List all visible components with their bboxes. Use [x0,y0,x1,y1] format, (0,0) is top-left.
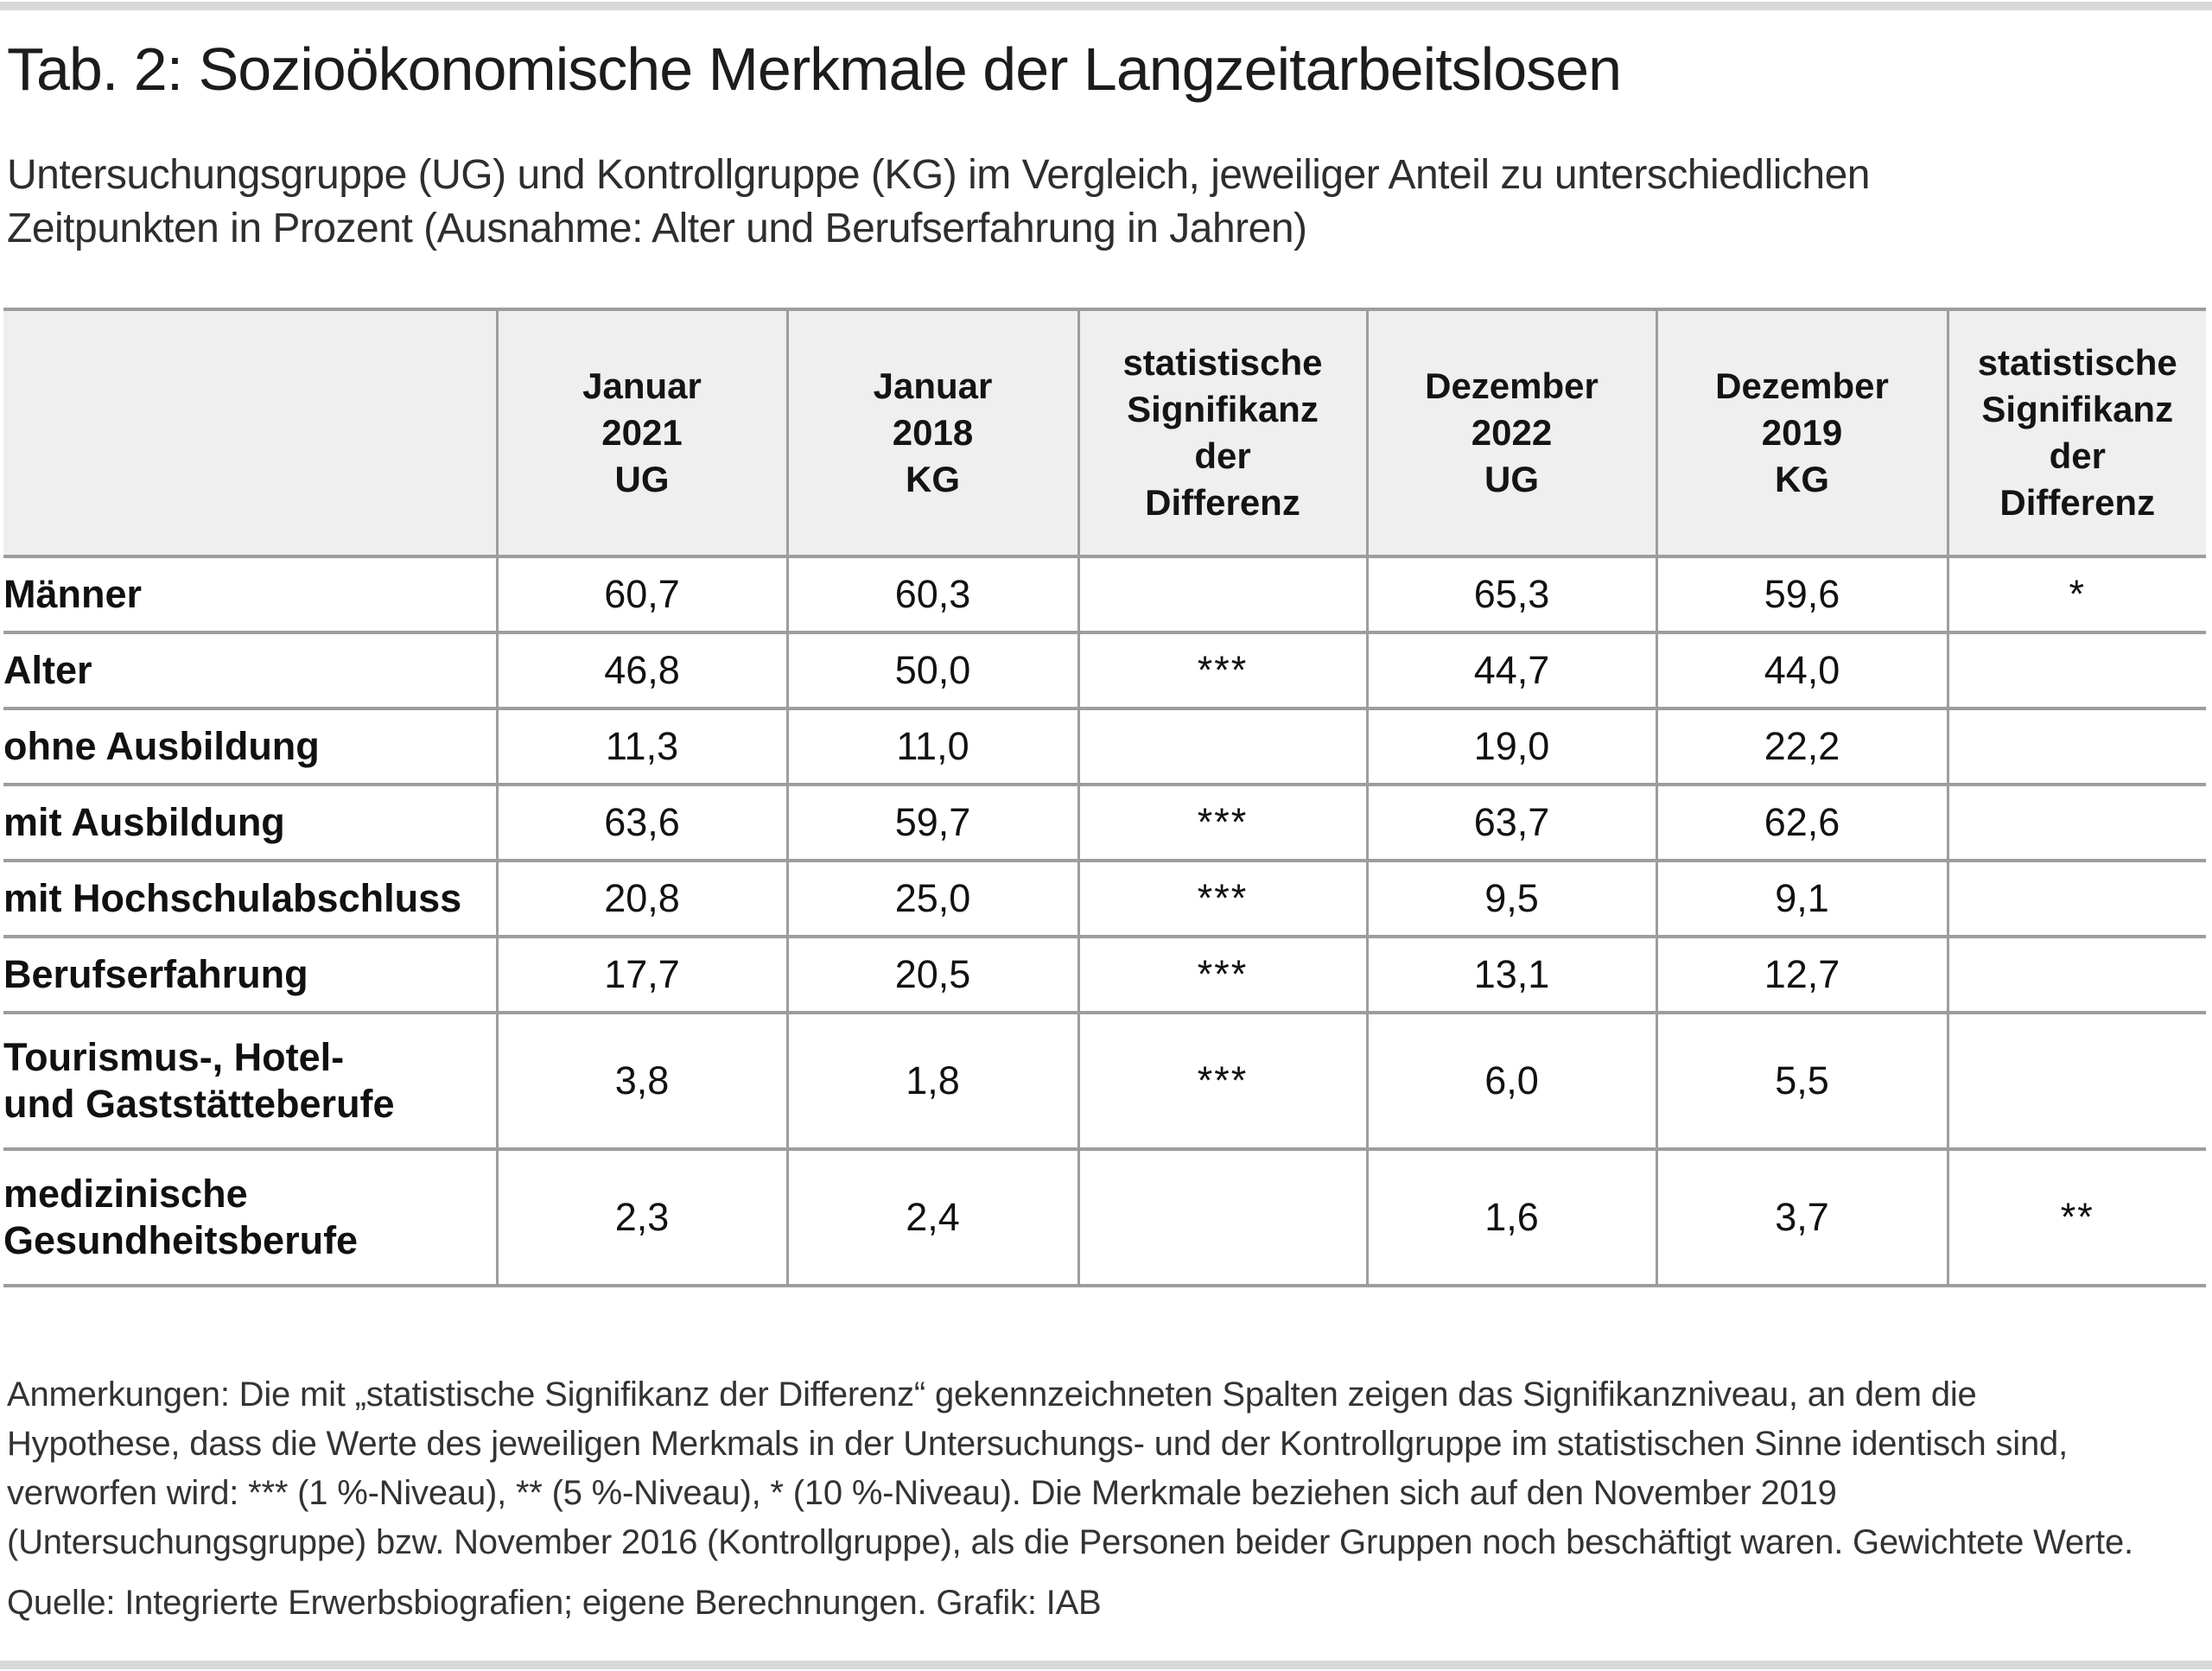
significance-cell: *** [1077,861,1367,937]
significance-cell [1946,861,2206,937]
value-cell: 11,0 [785,708,1078,785]
footnotes: Anmerkungen: Die mit „statistische Signi… [7,1370,2133,1628]
row-label: ohne Ausbildung [3,724,320,768]
value-cell: 59,7 [785,785,1078,861]
value-cell: 12,7 [1655,937,1948,1013]
value-cell: 2,4 [785,1149,1078,1286]
header-cell-empty [3,309,497,556]
figure-title: Tab. 2: Sozioökonomische Merkmale der La… [7,35,1622,103]
value-cell: 13,1 [1365,937,1656,1013]
value-cell: 46,8 [495,632,787,708]
significance-cell [1946,937,2206,1013]
statistics-table: Januar 2021 UG Januar 2018 KG statistisc… [3,308,2206,1287]
value-cell: 3,8 [495,1013,787,1149]
table-row-mit-hochschulabschluss: mit Hochschulabschluss 20,8 25,0 *** 9,5… [3,861,2206,937]
source-credit: Quelle: Integrierte Erwerbsbiografien; e… [7,1584,1102,1622]
significance-cell [1946,708,2206,785]
value-cell: 19,0 [1365,708,1656,785]
value-cell: 9,5 [1365,861,1656,937]
value-cell: 44,0 [1655,632,1948,708]
value-cell: 63,7 [1365,785,1656,861]
significance-cell: * [1946,556,2206,632]
header-cell-jan-2018-kg: Januar 2018 KG [785,309,1078,556]
footnote-line-3: verworfen wird: *** (1 %-Niveau), ** (5 … [7,1474,1837,1512]
header-cell-significance-1: statistische Signifikanz der Differenz [1077,309,1367,556]
value-cell: 1,8 [785,1013,1078,1149]
value-cell: 59,6 [1655,556,1948,632]
significance-cell [1077,556,1367,632]
value-cell: 17,7 [495,937,787,1013]
value-cell: 60,7 [495,556,787,632]
value-cell: 1,6 [1365,1149,1656,1286]
significance-cell [1946,1013,2206,1149]
header-cell-significance-2: statistische Signifikanz der Differenz [1946,309,2206,556]
header-cell-dez-2019-kg: Dezember 2019 KG [1655,309,1948,556]
row-label: Berufserfahrung [3,952,308,996]
value-cell: 20,8 [495,861,787,937]
value-cell: 65,3 [1365,556,1656,632]
value-cell: 22,2 [1655,708,1948,785]
table-row-maenner: Männer 60,7 60,3 65,3 59,6 * [3,556,2206,632]
bottom-divider-bar [0,1661,2212,1669]
significance-cell: *** [1077,785,1367,861]
significance-cell: ** [1946,1149,2206,1286]
table-row-medizinische-gesundheitsberufe: medizinische Gesundheitsberufe 2,3 2,4 1… [3,1149,2206,1286]
table-row-alter: Alter 46,8 50,0 *** 44,7 44,0 [3,632,2206,708]
significance-cell: *** [1077,632,1367,708]
row-label: Tourismus-, Hotel- und Gaststätteberufe [3,1035,395,1126]
value-cell: 3,7 [1655,1149,1948,1286]
footnote-line-2: Hypothese, dass die Werte des jeweiligen… [7,1425,2069,1463]
table-row-tourismus-hotel-gaststaette: Tourismus-, Hotel- und Gaststätteberufe … [3,1013,2206,1149]
significance-cell: *** [1077,937,1367,1013]
footnote-line-1: Anmerkungen: Die mit „statistische Signi… [7,1376,1977,1414]
value-cell: 60,3 [785,556,1078,632]
value-cell: 63,6 [495,785,787,861]
value-cell: 6,0 [1365,1013,1656,1149]
value-cell: 11,3 [495,708,787,785]
significance-cell [1077,708,1367,785]
subtitle-line-2: Zeitpunkten in Prozent (Ausnahme: Alter … [7,206,1307,251]
top-divider-bar [0,2,2212,10]
significance-cell [1077,1149,1367,1286]
row-label: Alter [3,648,92,692]
header-row: Januar 2021 UG Januar 2018 KG statistisc… [3,309,2206,556]
header-cell-dez-2022-ug: Dezember 2022 UG [1365,309,1656,556]
value-cell: 20,5 [785,937,1078,1013]
value-cell: 50,0 [785,632,1078,708]
table-row-mit-ausbildung: mit Ausbildung 63,6 59,7 *** 63,7 62,6 [3,785,2206,861]
row-label: Männer [3,572,143,616]
row-label: mit Hochschulabschluss [3,876,462,920]
value-cell: 5,5 [1655,1013,1948,1149]
value-cell: 9,1 [1655,861,1948,937]
table-row-berufserfahrung: Berufserfahrung 17,7 20,5 *** 13,1 12,7 [3,937,2206,1013]
significance-cell [1946,632,2206,708]
significance-cell: *** [1077,1013,1367,1149]
table-row-ohne-ausbildung: ohne Ausbildung 11,3 11,0 19,0 22,2 [3,708,2206,785]
footnote-line-4: (Untersuchungsgruppe) bzw. November 2016… [7,1523,2133,1561]
significance-cell [1946,785,2206,861]
header-cell-jan-2021-ug: Januar 2021 UG [495,309,787,556]
subtitle-line-1: Untersuchungsgruppe (UG) und Kontrollgru… [7,152,1870,198]
value-cell: 44,7 [1365,632,1656,708]
row-label: mit Ausbildung [3,800,285,844]
row-label: medizinische Gesundheitsberufe [3,1172,359,1262]
figure-subtitle: Untersuchungsgruppe (UG) und Kontrollgru… [7,149,1870,256]
value-cell: 2,3 [495,1149,787,1286]
value-cell: 25,0 [785,861,1078,937]
value-cell: 62,6 [1655,785,1948,861]
